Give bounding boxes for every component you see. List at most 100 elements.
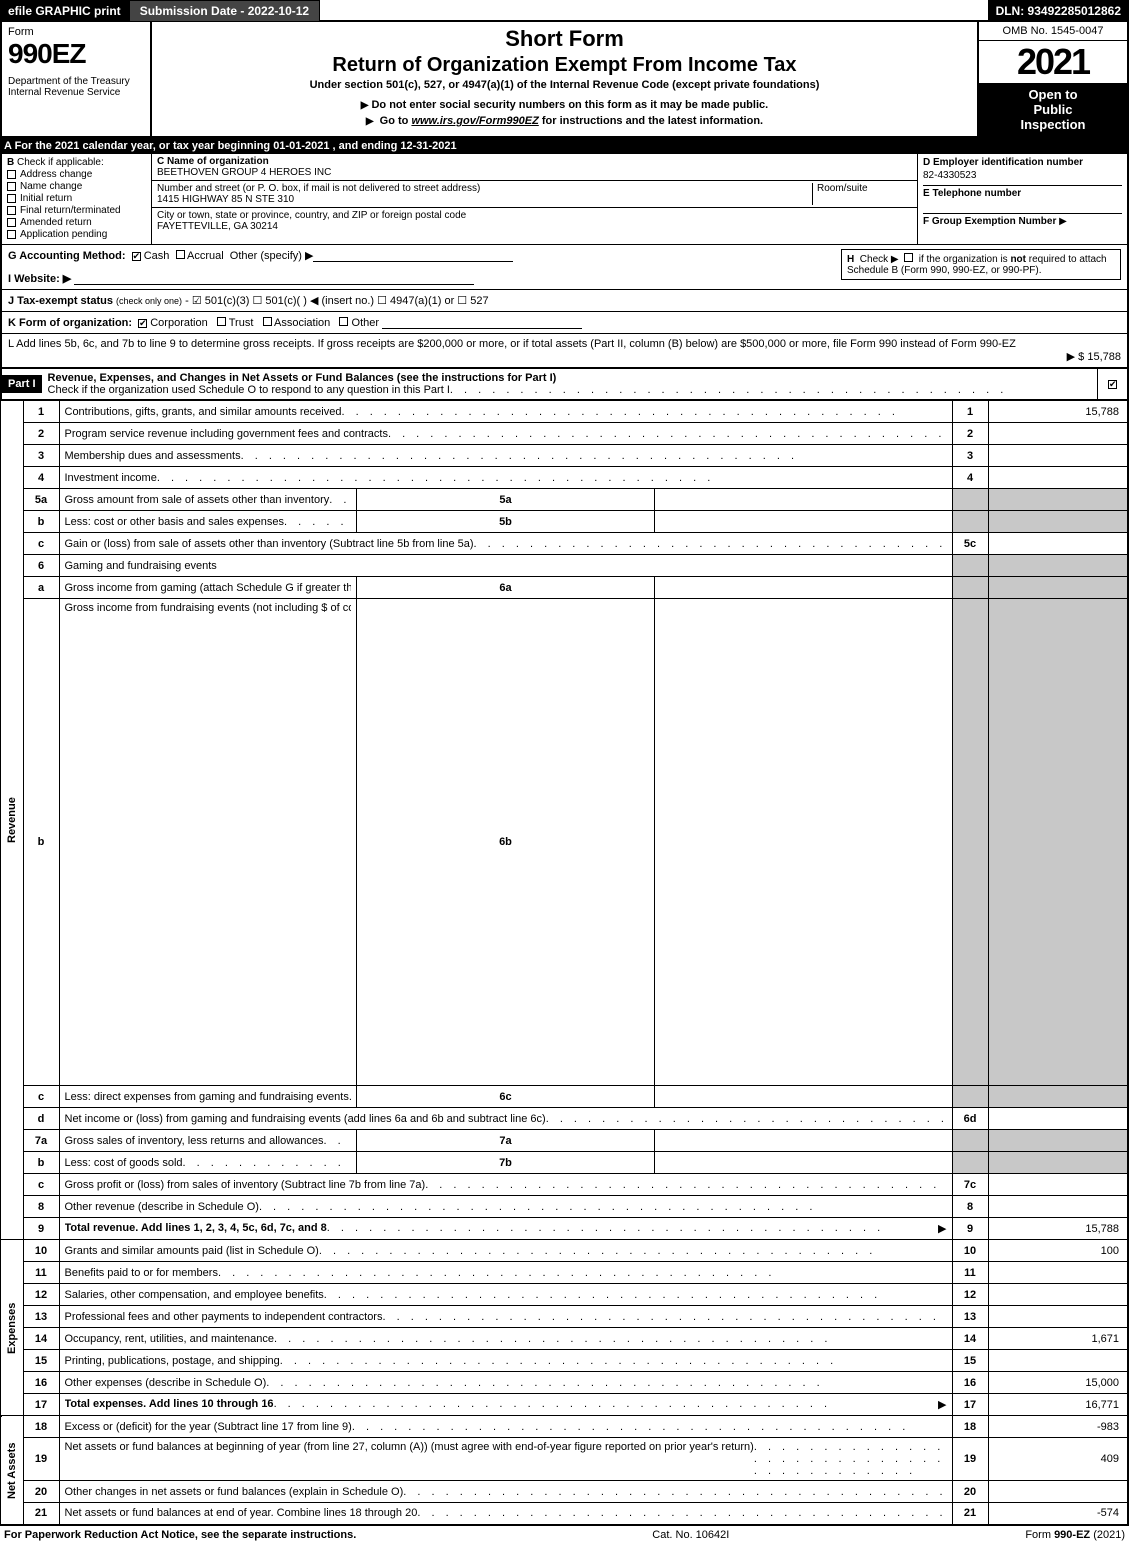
line-amount: [988, 1196, 1128, 1218]
telephone-label: E Telephone number: [923, 188, 1021, 199]
part-1-title: Revenue, Expenses, and Changes in Net As…: [48, 372, 557, 384]
table-row: 6Gaming and fundraising events: [1, 555, 1128, 577]
line-amount: [988, 1108, 1128, 1130]
line-number: 20: [23, 1481, 59, 1503]
line-number: b: [23, 599, 59, 1086]
note-ssn: Do not enter social security numbers on …: [158, 99, 971, 111]
line-description: Other revenue (describe in Schedule O): [59, 1196, 952, 1218]
line-amount: 16,771: [988, 1394, 1128, 1416]
line-ref: 6d: [952, 1108, 988, 1130]
line-description: Less: cost of goods sold: [59, 1152, 357, 1174]
group-exemption-arrow: ▶: [1059, 216, 1067, 227]
chk-schedule-b-not-required[interactable]: [904, 253, 913, 262]
sub-line-value: [654, 599, 952, 1086]
table-row: d Net income or (loss) from gaming and f…: [1, 1108, 1128, 1130]
line-amount: [988, 1284, 1128, 1306]
line-number: 15: [23, 1350, 59, 1372]
line-ref: 16: [952, 1372, 988, 1394]
line-number: 7a: [23, 1130, 59, 1152]
line-amount: 15,000: [988, 1372, 1128, 1394]
line-amount: [988, 1350, 1128, 1372]
line-description: Other changes in net assets or fund bala…: [59, 1481, 952, 1503]
chk-final-return[interactable]: Final return/terminated: [7, 205, 146, 216]
line-amount: [988, 1174, 1128, 1196]
chk-cash[interactable]: [132, 252, 141, 261]
line-amount-grey: [988, 1152, 1128, 1174]
box-d-e-f: D Employer identification number 82-4330…: [917, 154, 1127, 244]
line-number: 11: [23, 1262, 59, 1284]
line-description: Program service revenue including govern…: [59, 423, 952, 445]
line-number: c: [23, 1086, 59, 1108]
sub-line-value: [654, 577, 952, 599]
chk-other-org[interactable]: [339, 317, 348, 326]
chk-schedule-o-part1[interactable]: [1108, 380, 1117, 389]
line-ref: 3: [952, 445, 988, 467]
table-row: c Gross profit or (loss) from sales of i…: [1, 1174, 1128, 1196]
chk-association[interactable]: [263, 317, 272, 326]
table-row: 19 Net assets or fund balances at beginn…: [1, 1438, 1128, 1481]
line-ref: 13: [952, 1306, 988, 1328]
form-header: Form 990EZ Department of the Treasury In…: [0, 22, 1129, 138]
city-value: FAYETTEVILLE, GA 30214: [157, 221, 912, 232]
irs-link[interactable]: www.irs.gov/Form990EZ: [411, 115, 538, 127]
line-l: L Add lines 5b, 6c, and 7b to line 9 to …: [0, 334, 1129, 369]
line-amount: 15,788: [988, 1218, 1128, 1240]
chk-address-change[interactable]: Address change: [7, 169, 146, 180]
street-label: Number and street (or P. O. box, if mail…: [157, 183, 812, 194]
other-org-field[interactable]: [382, 316, 582, 329]
line-ref-grey: [952, 555, 988, 577]
table-row: 3 Membership dues and assessments 3: [1, 445, 1128, 467]
table-row: b Gross income from fundraising events (…: [1, 599, 1128, 1086]
sub-line-number: 7b: [357, 1152, 655, 1174]
line-number: 13: [23, 1306, 59, 1328]
line-number: c: [23, 1174, 59, 1196]
sub-line-value: [654, 511, 952, 533]
table-row: b Less: cost of goods sold 7b: [1, 1152, 1128, 1174]
entity-info-grid: B Check if applicable: Address change Na…: [0, 154, 1129, 245]
line-ref-grey: [952, 577, 988, 599]
chk-name-change[interactable]: Name change: [7, 181, 146, 192]
table-row: 16 Other expenses (describe in Schedule …: [1, 1372, 1128, 1394]
open-line-3: Inspection: [983, 117, 1123, 132]
line-ref-grey: [952, 1086, 988, 1108]
line-amount-grey: [988, 511, 1128, 533]
line-ref: 15: [952, 1350, 988, 1372]
footer-cat-no: Cat. No. 10642I: [652, 1529, 729, 1541]
line-description: Total revenue. Add lines 1, 2, 3, 4, 5c,…: [59, 1218, 952, 1240]
line-ref-grey: [952, 489, 988, 511]
line-number: 21: [23, 1503, 59, 1525]
line-description: Total expenses. Add lines 10 through 16 …: [59, 1394, 952, 1416]
line-number: 10: [23, 1240, 59, 1262]
table-row: Expenses10 Grants and similar amounts pa…: [1, 1240, 1128, 1262]
line-description: Gain or (loss) from sale of assets other…: [59, 533, 952, 555]
chk-trust[interactable]: [217, 317, 226, 326]
table-row: c Less: direct expenses from gaming and …: [1, 1086, 1128, 1108]
line-description: Net assets or fund balances at beginning…: [59, 1438, 952, 1481]
chk-application-pending[interactable]: Application pending: [7, 229, 146, 240]
page-footer: For Paperwork Reduction Act Notice, see …: [0, 1526, 1129, 1544]
table-row: 5a Gross amount from sale of assets othe…: [1, 489, 1128, 511]
table-row: 12 Salaries, other compensation, and emp…: [1, 1284, 1128, 1306]
street-value: 1415 HIGHWAY 85 N STE 310: [157, 194, 812, 205]
table-row: 7a Gross sales of inventory, less return…: [1, 1130, 1128, 1152]
line-amount: [988, 1262, 1128, 1284]
tax-year: 2021: [979, 41, 1127, 83]
part-1-table: Revenue1 Contributions, gifts, grants, a…: [0, 400, 1129, 1526]
line-description: Gross profit or (loss) from sales of inv…: [59, 1174, 952, 1196]
line-ref: 9: [952, 1218, 988, 1240]
chk-initial-return[interactable]: Initial return: [7, 193, 146, 204]
chk-corporation[interactable]: [138, 319, 147, 328]
website-field[interactable]: [74, 272, 474, 285]
accounting-other-field[interactable]: [313, 249, 513, 262]
ein-value: 82-4330523: [923, 170, 1122, 181]
line-description: Gross income from fundraising events (no…: [59, 599, 357, 1086]
chk-accrual[interactable]: [176, 250, 185, 259]
title-subtitle: Under section 501(c), 527, or 4947(a)(1)…: [158, 79, 971, 91]
line-ref: 14: [952, 1328, 988, 1350]
sidebar-expenses: Expenses: [1, 1240, 23, 1416]
line-ref-grey: [952, 511, 988, 533]
room-suite-label: Room/suite: [812, 183, 912, 205]
box-b-check-label: Check if applicable:: [17, 157, 104, 168]
line-ref-grey: [952, 599, 988, 1086]
chk-amended-return[interactable]: Amended return: [7, 217, 146, 228]
